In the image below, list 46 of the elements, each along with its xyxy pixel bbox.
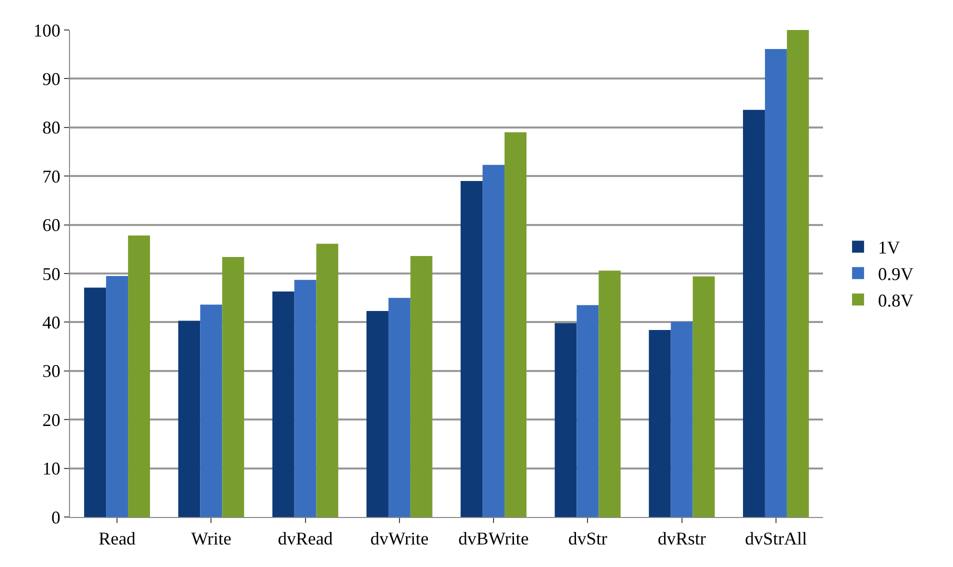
x-tick-label: Write [191, 528, 232, 549]
y-tick-label: 0 [51, 507, 60, 528]
bar [366, 311, 388, 517]
bar [200, 304, 222, 517]
bar [554, 323, 577, 517]
legend-label: 0.9V [878, 264, 914, 284]
bar [106, 276, 128, 517]
bar [576, 305, 599, 517]
bar [128, 236, 150, 517]
bar [294, 280, 316, 517]
bar [178, 320, 200, 517]
y-tick-label: 30 [42, 361, 60, 382]
y-tick-label: 70 [42, 166, 60, 186]
y-tick-label: 20 [42, 410, 60, 430]
bar [388, 298, 410, 517]
bar [460, 180, 483, 517]
bar [670, 322, 693, 517]
y-tick-label: 60 [42, 215, 60, 236]
bar [222, 256, 244, 517]
bar [272, 292, 294, 517]
x-tick-label: dvRead [278, 528, 333, 549]
bar [316, 244, 338, 517]
bar [764, 48, 787, 517]
bar [482, 164, 505, 517]
bar [692, 276, 715, 517]
bar [648, 330, 671, 517]
legend-label: 0.8V [878, 290, 914, 311]
y-tick-label: 40 [42, 312, 60, 332]
bar [84, 288, 106, 517]
y-tick-label: 50 [42, 264, 60, 284]
y-tick-label: 90 [42, 69, 60, 89]
bar [742, 110, 765, 517]
x-tick-label: dvRstr [658, 528, 706, 549]
y-tick-label: 100 [33, 20, 60, 40]
bar [598, 270, 621, 517]
x-tick-label: dvStrAll [744, 528, 807, 549]
x-tick-label: dvBWrite [458, 528, 529, 549]
bar [786, 30, 809, 517]
y-tick-label: 80 [42, 118, 60, 138]
bar [504, 132, 527, 517]
x-tick-label: dvWrite [370, 528, 429, 549]
bar [410, 256, 432, 517]
legend-label: 1V [878, 238, 900, 258]
x-tick-label: Read [98, 528, 136, 549]
y-tick-label: 10 [42, 458, 60, 479]
x-tick-label: dvStr [568, 528, 608, 549]
